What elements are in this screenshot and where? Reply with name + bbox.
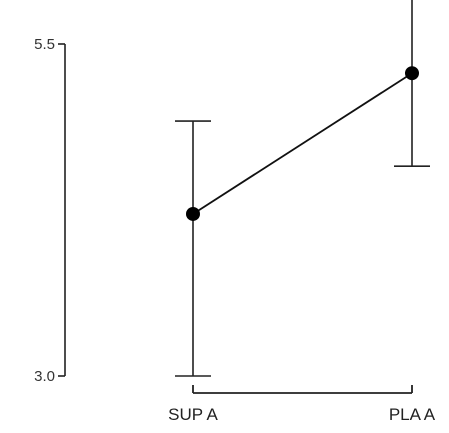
error-bars	[175, 0, 430, 377]
data-point	[405, 66, 419, 81]
x-tick-label: SUP A	[168, 405, 218, 424]
x-tick-label: PLA A	[389, 405, 436, 424]
series	[186, 66, 419, 221]
x-axis: SUP A PLA A	[168, 385, 436, 424]
y-tick-label: 5.5	[34, 36, 55, 53]
series-line	[192, 72, 413, 215]
y-tick-label: 3.0	[34, 368, 55, 385]
data-point	[186, 206, 200, 221]
y-axis: 3.0 5.5	[34, 36, 66, 385]
